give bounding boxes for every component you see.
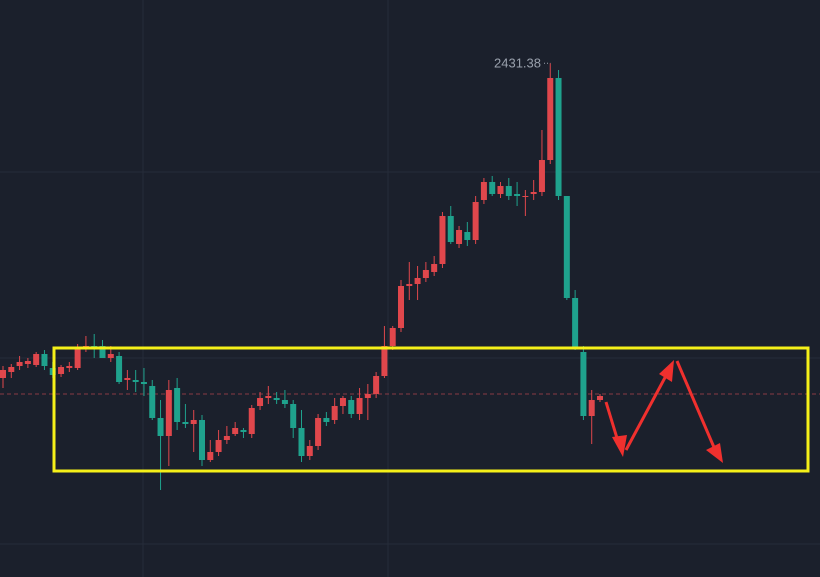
candle-body (588, 400, 595, 416)
candle-body (339, 398, 346, 406)
arrow-shaft (624, 371, 670, 451)
candle-body (373, 376, 380, 394)
candle-body (33, 354, 40, 365)
candle-body (8, 367, 15, 372)
candle-body (315, 418, 322, 446)
candle-body (265, 396, 272, 398)
candle-body (356, 398, 363, 414)
candle-body (431, 264, 438, 272)
candle-body (414, 278, 421, 284)
candle-body (182, 422, 189, 424)
candle-body (257, 398, 264, 406)
candle-body (306, 446, 313, 456)
candle-body (464, 232, 471, 240)
candle-body (439, 216, 446, 264)
arrow-shaft (675, 360, 718, 453)
candle-body (398, 286, 404, 328)
candle-body (99, 346, 106, 358)
candle-body (174, 388, 181, 422)
candle-body (199, 420, 205, 460)
candle-body (447, 216, 454, 242)
candle-body (116, 356, 123, 382)
candle-body (406, 284, 413, 286)
arrow-head (659, 360, 674, 382)
candle-body (16, 362, 23, 366)
candle-body (165, 390, 172, 436)
candle-body (456, 230, 463, 244)
candle-body (530, 192, 537, 194)
candle-body (232, 428, 239, 434)
candle-body (298, 428, 305, 456)
candle-body (74, 348, 81, 368)
candle-body (107, 354, 114, 358)
candle-body (572, 298, 579, 348)
candles (0, 62, 603, 490)
candle-body (215, 440, 222, 452)
candle-body (514, 194, 521, 196)
candle-body (149, 386, 156, 418)
arrow-head (612, 435, 627, 457)
arrow-heads (612, 360, 723, 463)
candle-body (190, 420, 197, 424)
max-high-label: 2431.38 (494, 56, 541, 71)
candle-body (597, 396, 603, 400)
candle-body (547, 78, 554, 160)
candle-body (497, 186, 504, 194)
candle-body (58, 367, 65, 374)
candle-body (323, 418, 330, 422)
candle-body (273, 398, 280, 400)
candle-body (140, 382, 147, 384)
candle-body (207, 452, 214, 460)
candle-body (290, 404, 297, 428)
candle-body (522, 196, 529, 197)
candle-body (132, 380, 139, 382)
range-box (52, 346, 810, 473)
candle-body (563, 196, 570, 298)
candle-body (538, 160, 545, 192)
candle-body (248, 408, 255, 434)
candle-body (555, 78, 562, 196)
arrow-head (706, 443, 723, 463)
candle-body (364, 394, 371, 398)
candle-body (505, 186, 512, 196)
candle-body (240, 430, 247, 432)
candle-body (223, 436, 230, 440)
candle-body (331, 406, 338, 420)
candle-body (381, 346, 388, 376)
candle-body (281, 400, 288, 404)
candle-body (157, 418, 164, 436)
candle-body (348, 400, 355, 414)
candle-body (41, 354, 48, 366)
candle-body (389, 328, 396, 346)
candle-body (580, 352, 587, 416)
candle-body (66, 366, 73, 368)
candle-body (124, 378, 131, 380)
candle-body (24, 361, 31, 364)
candle-body (422, 270, 429, 278)
candle-body (0, 370, 6, 378)
candle-body (489, 182, 496, 194)
candle-body (480, 182, 487, 200)
candle-body (472, 202, 479, 240)
